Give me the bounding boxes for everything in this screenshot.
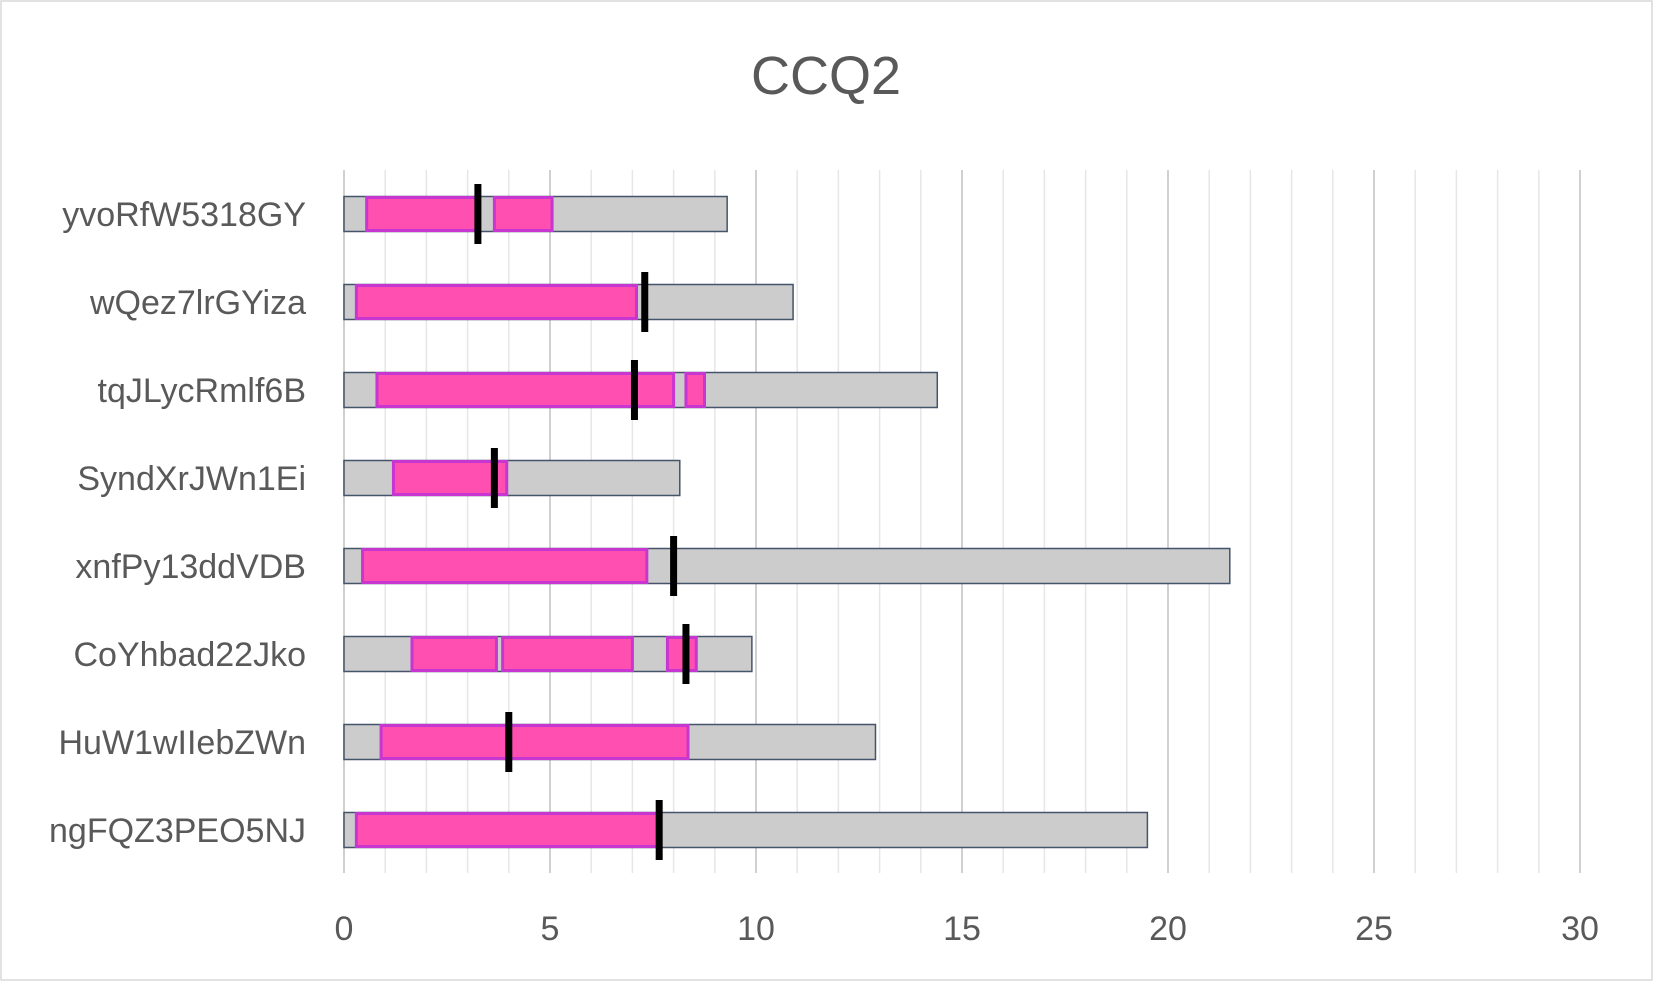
x-tick-label: 0	[335, 910, 354, 948]
x-tick-label: 25	[1355, 910, 1393, 948]
bar-segment	[684, 372, 707, 408]
x-tick-label: 5	[541, 910, 560, 948]
bar-segment	[410, 636, 498, 672]
category-label: xnfPy13ddVDB	[75, 548, 306, 586]
bar-segment	[665, 636, 698, 672]
bar-segment	[501, 636, 634, 672]
bar-segment	[354, 812, 661, 848]
category-label: tqJLycRmlf6B	[98, 372, 306, 410]
bar-segment	[365, 196, 480, 232]
bar-segment	[361, 548, 649, 584]
x-tick-labels: 0 5 10 15 20 25 30	[335, 910, 1599, 948]
category-label: wQez7lrGYiza	[89, 284, 306, 322]
x-tick-label: 20	[1149, 910, 1187, 948]
category-label: CoYhbad22Jko	[73, 636, 306, 674]
category-label: SyndXrJWn1Ei	[77, 460, 306, 498]
category-labels: yvoRfW5318GY wQez7lrGYiza tqJLycRmlf6B Synd…	[49, 196, 306, 850]
bar-segment	[354, 284, 639, 320]
bar-segment	[379, 724, 690, 760]
x-tick-label: 10	[737, 910, 775, 948]
bar-segment	[391, 460, 509, 496]
category-label: ngFQZ3PEO5NJ	[49, 812, 306, 850]
x-tick-label: 30	[1561, 910, 1599, 948]
category-label: yvoRfW5318GY	[62, 196, 306, 234]
bars-group	[343, 184, 1231, 860]
category-label: HuW1wIIebZWn	[59, 724, 307, 762]
chart-title: CCQ2	[751, 46, 901, 106]
x-tick-label: 15	[943, 910, 981, 948]
bar-segment	[492, 196, 554, 232]
bar-segment	[375, 372, 676, 408]
